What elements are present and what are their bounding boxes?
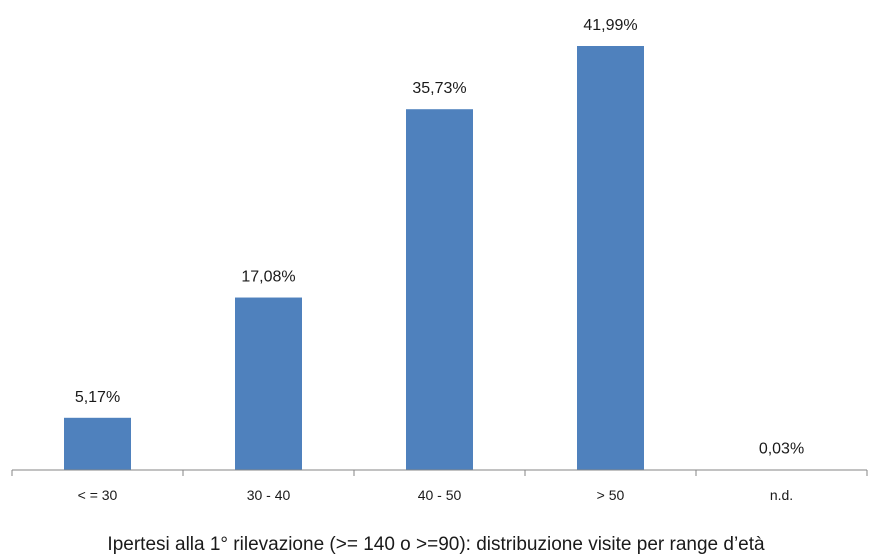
x-tick-label: n.d. xyxy=(770,487,793,503)
x-tick-label: 30 - 40 xyxy=(247,487,291,503)
data-label: 5,17% xyxy=(75,389,120,406)
x-axis-ticks-group xyxy=(11,470,868,476)
data-labels-group: 5,17% 17,08% 35,73% 41,99% 0,03% xyxy=(75,17,804,458)
bar xyxy=(235,297,302,470)
x-tick-label: > 50 xyxy=(597,487,625,503)
bar xyxy=(406,109,473,470)
bar xyxy=(64,417,131,470)
chart-title: Ipertesi alla 1° rilevazione (>= 140 o >… xyxy=(107,534,765,555)
x-axis-tick-labels-group: < = 30 30 - 40 40 - 50 > 50 n.d. xyxy=(78,487,794,503)
x-tick-label: 40 - 50 xyxy=(418,487,462,503)
data-label: 0,03% xyxy=(759,441,804,458)
data-label: 17,08% xyxy=(241,269,295,286)
bar xyxy=(577,46,644,470)
bars-group xyxy=(64,46,815,470)
data-label: 41,99% xyxy=(583,17,637,34)
x-tick-label: < = 30 xyxy=(78,487,118,503)
data-label: 35,73% xyxy=(412,80,466,97)
